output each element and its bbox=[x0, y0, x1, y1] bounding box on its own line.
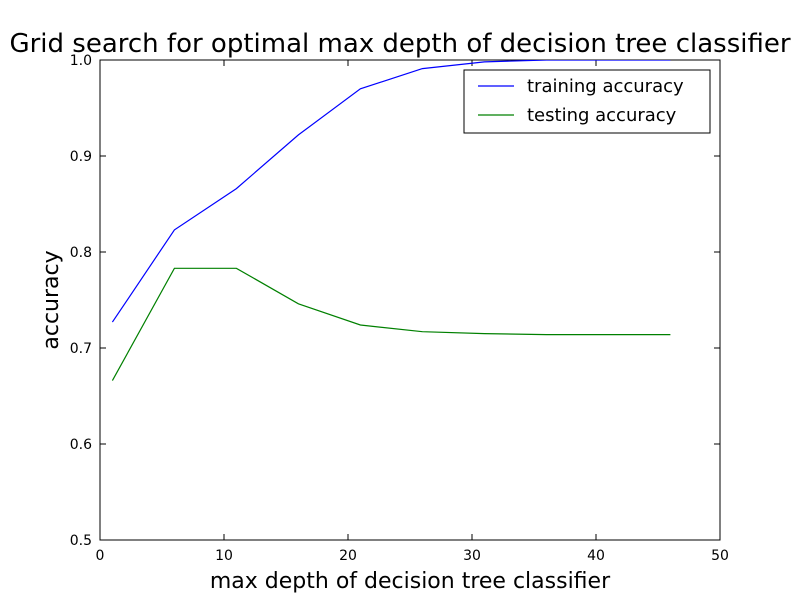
x-axis-label: max depth of decision tree classifier bbox=[210, 569, 611, 594]
series-line-testing-accuracy bbox=[111, 267, 671, 381]
legend-label-training: training accuracy bbox=[527, 76, 684, 97]
y-tick-label: 0.8 bbox=[70, 245, 92, 261]
y-tick-label: 0.6 bbox=[70, 437, 92, 453]
x-tick-label: 10 bbox=[215, 548, 233, 564]
plot-area bbox=[99, 59, 721, 541]
y-tick-label: 1.0 bbox=[70, 53, 92, 69]
x-tick-label: 50 bbox=[711, 548, 729, 564]
x-tick-label: 30 bbox=[463, 548, 481, 564]
y-tick-label: 0.9 bbox=[70, 149, 92, 165]
series-layer bbox=[111, 60, 671, 381]
legend-label-testing: testing accuracy bbox=[527, 105, 677, 126]
y-tick-label: 0.7 bbox=[70, 341, 92, 357]
x-tick-label: 0 bbox=[96, 548, 105, 564]
y-axis-label: accuracy bbox=[39, 250, 64, 349]
x-tick-label: 20 bbox=[339, 548, 357, 564]
legend-box bbox=[463, 69, 711, 134]
axis-ticks: 0 10 20 30 40 50 0.5 0.6 0.7 0.8 0.9 1.0 bbox=[70, 53, 729, 564]
x-tick-label: 40 bbox=[587, 548, 605, 564]
y-tick-label: 0.5 bbox=[70, 533, 92, 549]
series-line-training-accuracy bbox=[111, 60, 671, 323]
chart-title: Grid search for optimal max depth of dec… bbox=[9, 29, 790, 59]
legend: training accuracy testing accuracy bbox=[463, 69, 711, 134]
